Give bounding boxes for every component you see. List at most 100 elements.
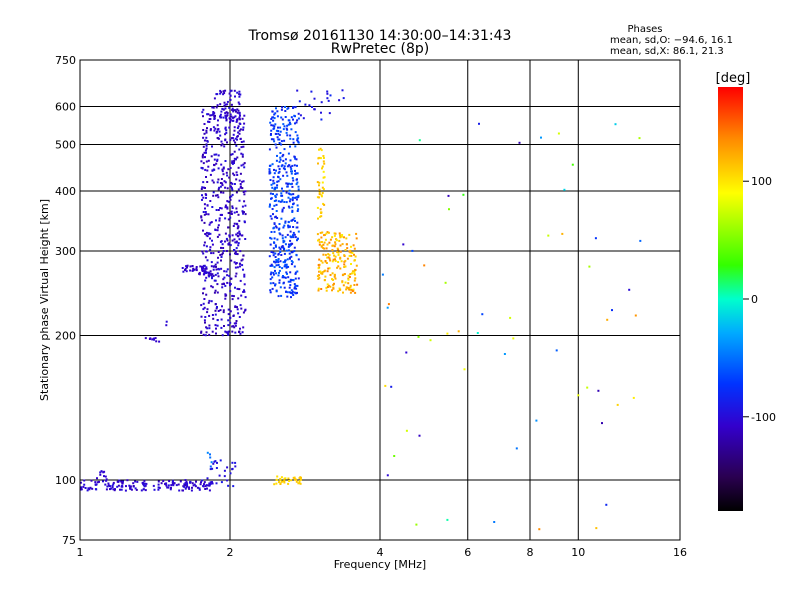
data-point	[279, 200, 282, 203]
data-point	[209, 128, 212, 131]
data-point	[211, 277, 213, 280]
data-point	[296, 172, 299, 175]
data-point	[285, 191, 288, 194]
data-point	[221, 184, 224, 187]
data-point	[323, 241, 326, 244]
data-point	[276, 475, 279, 478]
data-point	[415, 523, 418, 526]
data-point	[244, 308, 247, 311]
data-point	[292, 118, 294, 121]
data-point	[204, 193, 207, 196]
data-point	[144, 484, 147, 487]
data-point	[275, 210, 278, 212]
data-point	[211, 106, 214, 109]
data-point	[225, 131, 228, 134]
data-point	[203, 287, 206, 290]
data-point	[235, 253, 238, 255]
data-point	[281, 187, 283, 190]
data-point	[212, 252, 215, 255]
data-point	[231, 162, 234, 165]
data-point	[239, 172, 242, 175]
data-point	[343, 254, 346, 257]
data-point	[209, 200, 212, 202]
data-point	[283, 139, 286, 142]
data-point	[272, 282, 275, 285]
plot-frame	[79, 59, 681, 541]
data-point	[204, 279, 207, 282]
data-point	[215, 219, 217, 222]
cluster-es-yellow	[273, 475, 302, 486]
data-point	[296, 204, 299, 207]
data-point	[191, 482, 194, 485]
data-point	[350, 263, 352, 265]
data-point	[241, 205, 244, 208]
data-point	[297, 185, 300, 188]
data-point	[283, 247, 286, 250]
data-point	[233, 162, 235, 164]
data-point	[326, 286, 329, 288]
data-point	[209, 246, 212, 249]
data-point	[327, 253, 330, 256]
data-point	[270, 129, 273, 132]
data-point	[227, 243, 230, 246]
data-point	[320, 288, 323, 290]
data-point	[333, 273, 336, 276]
data-point	[291, 211, 294, 213]
data-point	[124, 489, 127, 492]
x-tick-label: 1	[77, 546, 84, 559]
data-point	[349, 284, 352, 287]
data-point	[223, 104, 226, 107]
data-point	[91, 487, 94, 490]
data-point	[287, 276, 290, 279]
data-point	[223, 180, 226, 183]
data-point	[292, 231, 295, 234]
data-point	[234, 465, 237, 468]
data-point	[217, 128, 220, 130]
data-point	[223, 92, 226, 94]
data-point	[293, 155, 296, 158]
data-point	[353, 279, 356, 282]
data-point	[275, 193, 278, 196]
data-point	[322, 155, 325, 157]
y-tick-label: 600	[55, 101, 76, 114]
data-point	[288, 182, 290, 185]
data-point	[275, 478, 278, 481]
data-point	[338, 99, 341, 102]
data-point	[333, 254, 336, 257]
data-point	[563, 188, 566, 191]
data-point	[278, 281, 281, 284]
data-point	[205, 250, 208, 253]
data-point	[206, 140, 209, 143]
data-point	[239, 304, 242, 307]
data-point	[297, 141, 300, 144]
data-point	[291, 292, 294, 295]
data-point	[230, 89, 233, 92]
data-point	[279, 152, 282, 154]
data-point	[588, 265, 591, 268]
data-point	[172, 479, 174, 482]
data-point	[274, 252, 277, 255]
data-point	[326, 243, 329, 246]
data-point	[217, 188, 220, 191]
data-point	[240, 259, 243, 262]
data-point	[353, 259, 356, 262]
data-point	[547, 234, 550, 237]
data-point	[287, 205, 290, 208]
data-point	[278, 481, 280, 484]
data-point	[82, 485, 85, 488]
data-point	[328, 257, 331, 260]
data-point	[320, 236, 323, 239]
data-point	[215, 482, 218, 485]
data-point	[320, 259, 323, 262]
data-point	[157, 488, 160, 491]
data-point	[105, 488, 108, 491]
data-point	[273, 172, 276, 175]
data-point	[295, 253, 298, 256]
data-point	[112, 481, 115, 484]
data-point	[346, 247, 349, 250]
data-point	[244, 238, 247, 240]
data-point	[208, 314, 211, 317]
data-point	[206, 127, 208, 130]
data-point	[203, 132, 206, 135]
data-point	[221, 252, 224, 255]
